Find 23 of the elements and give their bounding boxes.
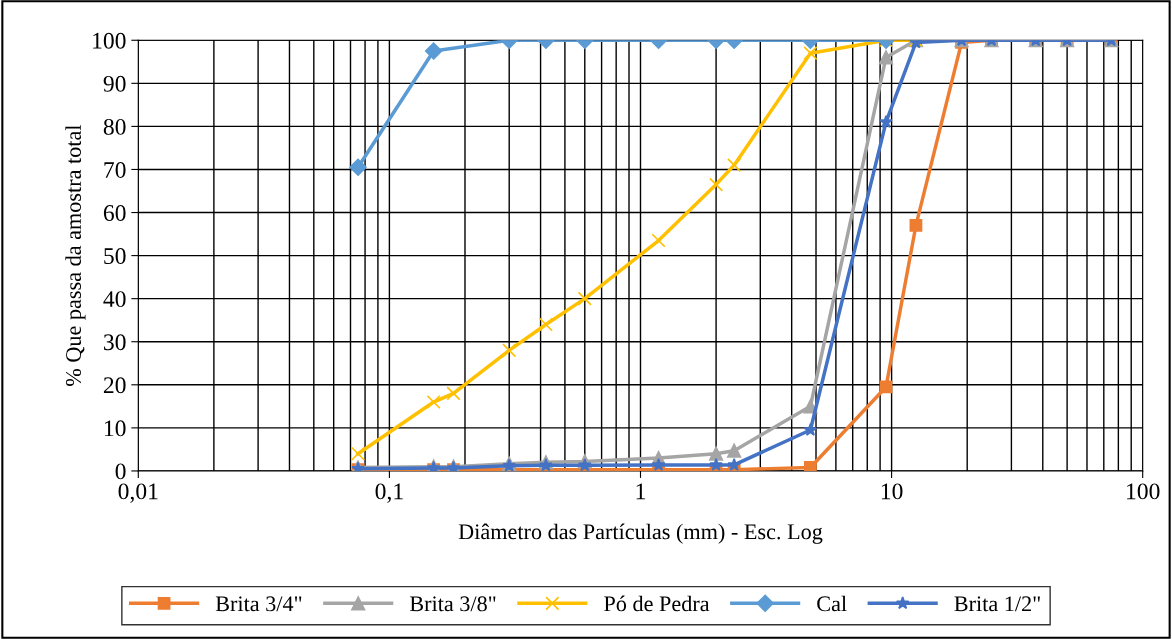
x-tick-label: 1 bbox=[636, 483, 645, 500]
y-tick-label: 50 bbox=[104, 248, 126, 265]
x-axis-title: Diâmetro das Partículas (mm) - Esc. Log bbox=[458, 523, 823, 544]
y-tick-label: 0 bbox=[115, 463, 126, 480]
x-tick-label: 0,01 bbox=[118, 483, 158, 503]
x-tick-label: 100 bbox=[1127, 483, 1160, 500]
y-tick-label: 90 bbox=[103, 75, 126, 92]
legend-label: Brita 1/2" bbox=[954, 596, 1040, 612]
y-tick-label: 60 bbox=[103, 205, 126, 221]
y-tick-label: 70 bbox=[104, 161, 126, 178]
legend-label: Pó de Pedra bbox=[604, 595, 710, 612]
legend-label: Brita 3/8" bbox=[409, 596, 496, 612]
legend-label: Cal bbox=[817, 595, 847, 612]
x-tick-label: 0,1 bbox=[375, 483, 403, 503]
y-tick-label: 80 bbox=[103, 118, 126, 135]
legend-label: Brita 3/4" bbox=[215, 596, 302, 612]
y-tick-label: 30 bbox=[104, 334, 126, 351]
y-tick-label: 20 bbox=[103, 377, 126, 394]
x-tick-label: 10 bbox=[881, 483, 903, 500]
y-tick-label: 40 bbox=[103, 291, 126, 308]
y-tick-label: 10 bbox=[104, 420, 126, 437]
y-tick-label: 100 bbox=[93, 32, 126, 49]
y-axis-title: % Que passa da amostra total bbox=[65, 124, 86, 386]
